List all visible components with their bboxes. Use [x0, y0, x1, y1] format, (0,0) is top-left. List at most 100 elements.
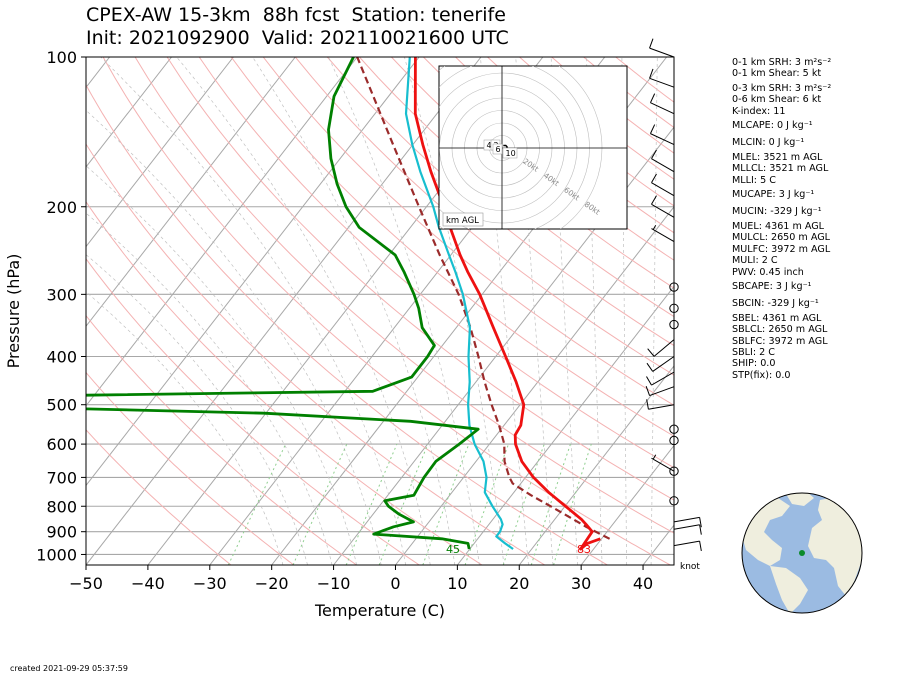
globe-land-south-america: [770, 566, 808, 613]
wind-barb-staff: [649, 77, 675, 88]
wind-barb-flag: [651, 195, 657, 205]
moist-adiabat-line: [86, 212, 333, 565]
surface-dewpoint-label: 45: [446, 543, 460, 556]
wind-barb-flag: [645, 386, 651, 396]
dry-adiabat-line: [86, 143, 546, 565]
stability-indices-panel: 0-1 km SRH: 3 m²s⁻² 0-1 km Shear: 5 kt 0…: [732, 57, 831, 381]
dry-adiabat-line: [86, 257, 420, 565]
moist-adiabat-line: [252, 57, 456, 565]
dry-adiabat-line: [166, 57, 674, 501]
calm-wind-marker: [669, 466, 679, 476]
moist-adiabat-line: [328, 57, 480, 565]
calm-wind-marker: [669, 282, 679, 292]
moist-adiabat-line: [176, 57, 431, 565]
hodograph-box: [438, 65, 628, 230]
wind-barb-staff: [673, 540, 700, 547]
wind-barb-staff: [651, 371, 675, 386]
x-tick-label: 40: [633, 574, 653, 593]
isotherm-line: [395, 205, 674, 565]
calm-wind-marker: [669, 319, 679, 330]
isotherm-line: [86, 57, 358, 407]
wind-barbs: [645, 38, 702, 552]
wind-barb-flag: [649, 93, 656, 103]
y-tick-label: 200: [46, 198, 77, 217]
dry-adiabat-line: [230, 57, 674, 437]
stat-line: SBCAPE: 3 J kg⁻¹: [732, 280, 812, 292]
x-tick-label: −20: [255, 574, 289, 593]
stat-line: 0-1 km Shear: 5 kt: [732, 68, 822, 80]
globe-outline: [741, 492, 863, 614]
dry-adiabat-line: [86, 84, 608, 565]
isotherm-line: [86, 57, 296, 328]
y-tick-label: 700: [46, 468, 77, 487]
wind-barb-half-flag: [652, 225, 657, 230]
parcel-trace-line: [356, 57, 611, 540]
wind-barb-staff: [649, 47, 675, 58]
isotherm-line: [518, 365, 674, 565]
wind-barb-flag: [647, 348, 655, 357]
isotherm-line: [580, 444, 674, 565]
mixing-ratio-line: [292, 443, 348, 565]
x-tick-label: −10: [317, 574, 351, 593]
stat-line: PWV: 0.45 inch: [732, 266, 804, 278]
stat-line: MUCIN: -329 J kg⁻¹: [732, 206, 822, 218]
isotherm-line: [86, 57, 482, 565]
stat-line: MULI: 2 C: [732, 255, 778, 267]
y-tick-label: 400: [46, 348, 77, 367]
isotherm-line: [86, 57, 172, 168]
wind-barb-flag: [651, 149, 657, 159]
wind-barb-staff: [648, 404, 675, 410]
calm-wind-marker: [669, 496, 679, 506]
wind-barb-staff: [652, 356, 675, 372]
dry-adiabat-line: [391, 57, 674, 289]
moist-adiabat-line: [404, 57, 505, 565]
stat-line: SBCIN: -329 J kg⁻¹: [732, 298, 819, 310]
moist-adiabat-line: [676, 57, 693, 565]
dry-adiabat-line: [86, 314, 357, 565]
stat-line: MULCL: 2650 m AGL: [732, 232, 831, 244]
moist-adiabat-line: [86, 254, 308, 565]
wind-barb-staff: [673, 516, 700, 523]
dry-adiabat-line: [134, 57, 674, 534]
y-tick-label: 800: [46, 497, 77, 516]
stat-line: MLCIN: 0 J kg⁻¹: [732, 137, 805, 149]
stat-line: K-index: 11: [732, 105, 786, 117]
calm-wind-marker: [669, 435, 679, 446]
wind-barb-staff: [653, 339, 675, 357]
dry-adiabat-line: [198, 57, 674, 469]
hodograph-height-label: 4: [487, 141, 492, 150]
stat-line: SBLFC: 3972 m AGL: [732, 335, 828, 347]
wind-barb-flag: [646, 399, 649, 410]
dry-adiabat-line: [262, 57, 674, 406]
created-timestamp: created 2021-09-29 05:37:59: [10, 664, 128, 673]
wind-barb-staff: [651, 228, 675, 243]
mixing-ratio-line: [378, 443, 429, 565]
wind-barb-flag: [699, 541, 702, 552]
globe-land-greenland: [786, 493, 814, 506]
wind-barb-staff: [649, 386, 675, 397]
wind-barb-staff: [651, 203, 675, 218]
wind-barb-flag: [649, 38, 654, 49]
hodograph-height-box: [502, 147, 518, 159]
y-tick-label: 1000: [36, 545, 77, 564]
hodograph-units-label: km AGL: [446, 216, 479, 226]
calm-wind-marker: [669, 303, 679, 313]
stat-line: MLCAPE: 0 J kg⁻¹: [732, 120, 813, 132]
stat-line: MLLI: 5 C: [732, 174, 776, 186]
stat-line: SBEL: 4361 m AGL: [732, 312, 822, 324]
dewpoint-profile-line: [86, 57, 480, 550]
station-marker: [799, 550, 805, 556]
dry-adiabat-line: [86, 200, 483, 565]
stat-line: MULFC: 3972 m AGL: [732, 243, 831, 255]
wind-barb-flag: [646, 376, 652, 386]
y-tick-label: 300: [46, 285, 77, 304]
dry-adiabat-line: [86, 429, 232, 565]
y-tick-label: 600: [46, 435, 77, 454]
dry-adiabat-line: [102, 57, 671, 565]
x-axis-label: Temperature (C): [314, 601, 445, 620]
x-tick-label: 30: [571, 574, 591, 593]
wetbulb-profile-line: [404, 57, 514, 550]
mixing-ratio-line: [345, 443, 398, 565]
